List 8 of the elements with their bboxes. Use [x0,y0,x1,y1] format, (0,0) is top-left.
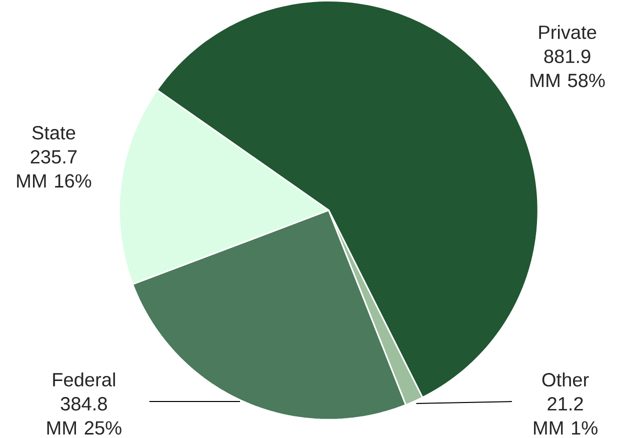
slice-label: State [32,126,76,140]
data-label: 881.9 MM 58% [530,50,605,88]
data-label: 21.2 MM 1% [534,397,598,435]
slice-label: Federal [53,372,115,386]
slice-label: Private [539,25,596,40]
data-label: 384.8 MM 25% [47,397,122,435]
data-label: 235.7 MM 16% [17,150,92,188]
slice-label: Other [542,372,589,387]
